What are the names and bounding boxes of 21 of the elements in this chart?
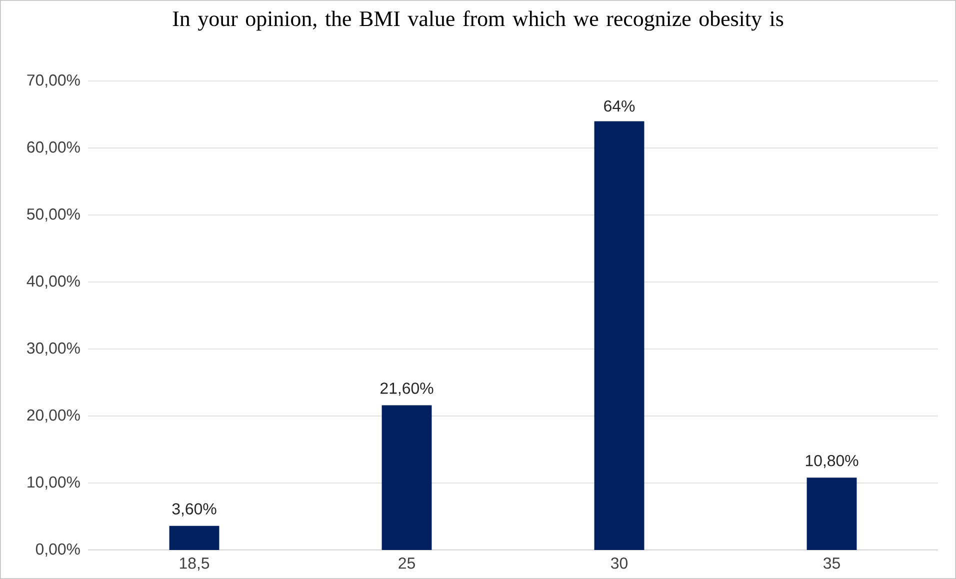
- x-tick-label: 30: [611, 558, 628, 569]
- data-label: 10,80%: [806, 454, 858, 468]
- y-tick-label: 0,00%: [36, 543, 80, 557]
- bar: [169, 526, 220, 550]
- y-tick-label: 30,00%: [27, 342, 80, 356]
- y-tick-label: 10,00%: [28, 476, 80, 490]
- y-tick-label: 70,00%: [27, 74, 80, 88]
- y-tick-label: 20,00%: [27, 409, 80, 423]
- bar: [594, 121, 644, 550]
- y-tick-label: 50,00%: [27, 208, 80, 222]
- y-tick-label: 60,00%: [27, 141, 80, 155]
- bar: [382, 405, 432, 550]
- chart-title: In your opinion, the BMI value from which we recognize obesity is: [172, 10, 784, 31]
- y-tick-label: 40,00%: [26, 275, 80, 289]
- x-tick-label: 18,5: [180, 558, 210, 571]
- data-label: 21,60%: [380, 382, 434, 396]
- bar: [806, 478, 857, 550]
- x-tick-label: 35: [824, 558, 840, 569]
- data-label: 3,60%: [172, 503, 216, 516]
- x-tick-label: 25: [398, 558, 415, 569]
- data-label: 64%: [604, 100, 635, 112]
